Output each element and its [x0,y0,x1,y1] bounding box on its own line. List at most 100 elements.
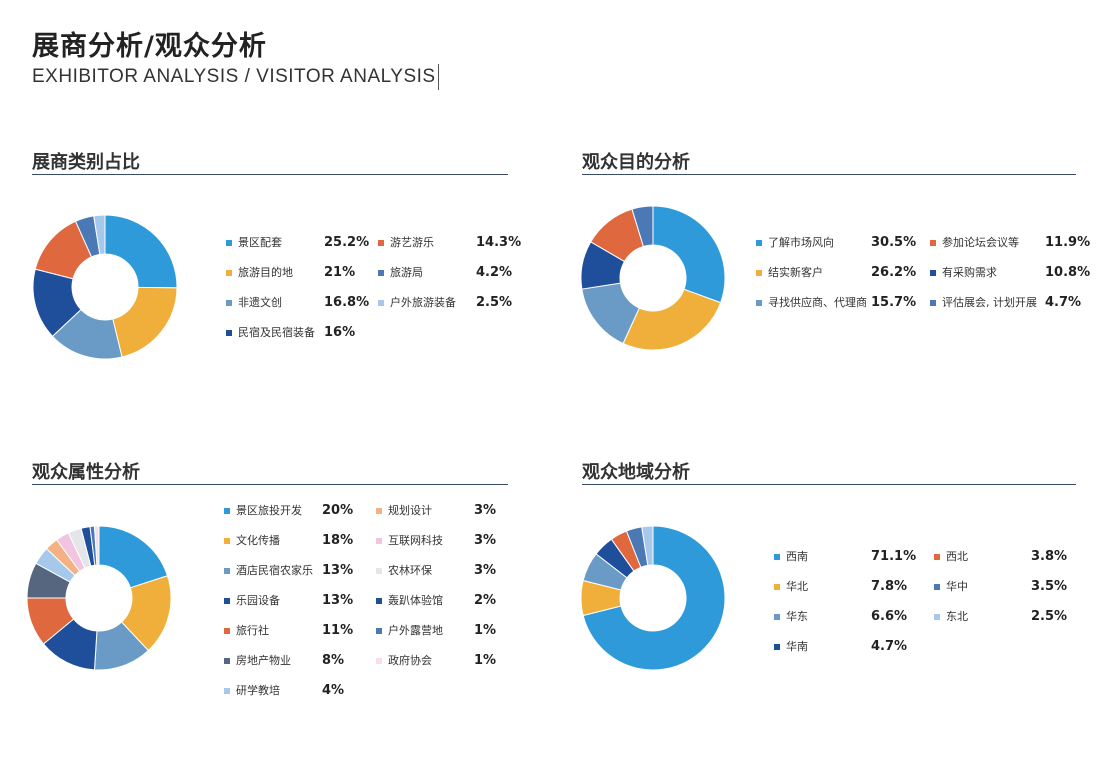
legend-label: 旅游局 [390,266,423,279]
legend-item: 华北 7.8% [774,579,926,596]
data-label: 71.1% [871,549,917,564]
data-label: 25.2% [324,235,370,250]
legend-swatch [376,538,382,544]
legend-label: 华中 [946,580,968,593]
legend-swatch [224,568,230,574]
legend-item: 旅游局 4.2% [378,265,522,282]
legend-item: 了解市场风向 30.5% [756,235,922,252]
legend-label: 景区配套 [238,236,282,249]
legend-label: 轰趴体验馆 [388,594,443,607]
legend-label: 旅行社 [236,624,269,637]
data-label: 26.2% [871,265,917,280]
exhibitor-category-panel: 展商类别占比 景区配套 25.2% 旅游目的地 21% 非遗文创 16.8% 民宿及民宿装备 1… [32,148,521,428]
legend-label: 政府协会 [388,654,432,667]
legend-item: 评估展会, 计划开展 4.7% [930,295,1096,312]
data-label: 3% [474,563,497,578]
legend-swatch [774,614,780,620]
data-label: 16.8% [324,295,370,310]
page-subtitle: EXHIBITOR ANALYSIS / VISITOR ANALYSIS [32,64,439,90]
legend-label: 了解市场风向 [768,236,834,249]
donut-slice [93,214,106,255]
legend-item: 西南 71.1% [774,549,926,566]
legend-label: 华南 [786,640,808,653]
donut-chart [580,205,726,351]
legend-swatch [376,598,382,604]
data-label: 6.6% [871,609,908,624]
legend-label: 有采购需求 [942,266,997,279]
chart-title: 观众地域分析 [582,462,690,483]
legend-swatch [224,598,230,604]
legend-swatch [378,300,384,306]
legend-item: 华南 4.7% [774,639,926,656]
legend-swatch [226,330,232,336]
legend-label: 西北 [946,550,968,563]
title-divider [32,174,508,175]
legend-label: 评估展会, 计划开展 [942,296,1037,309]
legend-swatch [378,240,384,246]
data-label: 4% [322,683,345,698]
title-divider [582,484,1076,485]
legend-label: 规划设计 [388,504,432,517]
data-label: 16% [324,325,356,340]
data-label: 13% [322,593,354,608]
donut-slice [622,288,722,351]
data-label: 21% [324,265,356,280]
data-label: 8% [322,653,345,668]
data-label: 30.5% [871,235,917,250]
data-label: 10.8% [1045,265,1091,280]
legend-item: 旅游目的地 21% [226,265,370,282]
legend-swatch [934,584,940,590]
donut-chart [580,525,726,671]
legend-label: 互联网科技 [388,534,443,547]
legend-label: 研学教培 [236,684,280,697]
data-label: 11% [322,623,354,638]
legend-label: 东北 [946,610,968,623]
donut-chart [32,214,178,360]
legend-item: 参加论坛会议等 11.9% [930,235,1096,252]
data-label: 13% [322,563,354,578]
chart-title: 展商类别占比 [32,152,140,173]
legend-swatch [224,628,230,634]
legend-swatch [376,628,382,634]
legend-swatch [226,300,232,306]
legend-label: 乐园设备 [236,594,280,607]
legend-item: 有采购需求 10.8% [930,265,1096,282]
donut-slice [98,525,169,589]
legend-item: 轰趴体验馆 2% [376,593,520,610]
visitor-region-panel: 观众地域分析 西南 71.1% 华北 7.8% 华东 6.6% 华南 4.7% 西北 3.8% 华中 3… [580,458,1076,738]
legend-swatch [376,508,382,514]
data-label: 3.8% [1031,549,1068,564]
title-divider [32,484,508,485]
data-label: 4.7% [871,639,908,654]
legend-item: 研学教培 4% [224,683,368,700]
data-label: 2.5% [476,295,513,310]
legend-item: 文化传播 18% [224,533,368,550]
legend-item: 游艺游乐 14.3% [378,235,522,252]
legend-label: 景区旅投开发 [236,504,302,517]
legend-swatch [930,270,936,276]
legend-label: 农林环保 [388,564,432,577]
legend-item: 酒店民宿农家乐 13% [224,563,368,580]
legend-swatch [224,538,230,544]
legend-item: 非遗文创 16.8% [226,295,370,312]
legend-item: 西北 3.8% [934,549,1086,566]
donut-slice [104,214,178,289]
legend-label: 游艺游乐 [390,236,434,249]
visitor-purpose-panel: 观众目的分析 了解市场风向 30.5% 结实新客户 26.2% 寻找供应商、代理商 15.7… [580,148,1090,428]
legend-item: 结实新客户 26.2% [756,265,922,282]
data-label: 4.2% [476,265,513,280]
legend-label: 旅游目的地 [238,266,293,279]
data-label: 15.7% [871,295,917,310]
legend-item: 政府协会 1% [376,653,520,670]
data-label: 18% [322,533,354,548]
donut-chart [26,525,172,671]
page-title: 展商分析/观众分析 [32,31,267,62]
legend-item: 景区旅投开发 20% [224,503,368,520]
legend-swatch [934,614,940,620]
donut-slice [112,286,178,358]
data-label: 2.5% [1031,609,1068,624]
legend-item: 旅行社 11% [224,623,368,640]
legend-item: 东北 2.5% [934,609,1086,626]
data-label: 3% [474,533,497,548]
donut-slice [582,525,726,671]
